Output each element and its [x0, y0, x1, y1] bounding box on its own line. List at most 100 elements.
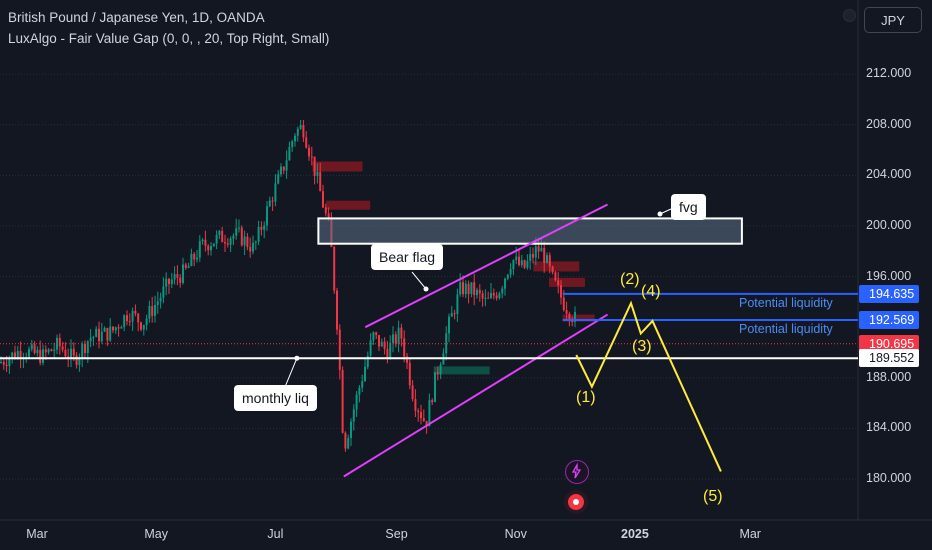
candle-body — [423, 418, 425, 421]
candle-body — [395, 334, 397, 343]
candle-body — [358, 388, 360, 395]
candle-body — [42, 349, 44, 363]
elliott-projection — [576, 303, 721, 471]
lightning-icon[interactable] — [565, 460, 589, 484]
candle-body — [451, 313, 453, 317]
candle-body — [84, 344, 86, 353]
candle-body — [95, 329, 97, 337]
candle-body — [316, 172, 318, 176]
monthly-liq-label: monthly liq — [234, 385, 317, 411]
fvg-box — [549, 278, 585, 287]
candle-body — [171, 279, 173, 284]
candle-body — [31, 344, 33, 349]
candle-body — [291, 141, 293, 147]
candle-body — [311, 156, 313, 157]
status-dot-icon — [843, 9, 856, 22]
candle-body — [529, 254, 531, 261]
candle-body — [207, 246, 209, 251]
candle-body — [101, 332, 103, 342]
candle-body — [490, 293, 492, 298]
candle-body — [126, 315, 128, 321]
candle-body — [347, 438, 349, 449]
candle-body — [269, 201, 271, 207]
x-tick-label: Mar — [739, 527, 761, 541]
candle-body — [148, 306, 150, 318]
candle-body — [400, 328, 402, 339]
grid-lines — [0, 0, 932, 520]
candle-body — [241, 228, 243, 246]
candle-body — [53, 350, 55, 351]
candle-body — [459, 282, 461, 294]
liquidity-label: Potential liquidity — [739, 296, 833, 310]
x-tick-label: May — [144, 527, 168, 541]
candle-body — [286, 160, 288, 170]
record-icon[interactable] — [564, 490, 588, 514]
candle-body — [302, 125, 304, 137]
candle-body — [496, 296, 498, 299]
wave-label-1: (1) — [576, 389, 596, 407]
y-tick-label: 200.000 — [866, 218, 911, 232]
y-tick-label: 180.000 — [866, 471, 911, 485]
candle-body — [129, 321, 131, 322]
candle-body — [8, 359, 10, 367]
candle-body — [308, 148, 310, 157]
candle-body — [372, 332, 374, 340]
candle-body — [437, 372, 439, 374]
candle-body — [507, 275, 509, 279]
candle-body — [255, 242, 257, 243]
candle-body — [260, 227, 262, 230]
candle-body — [504, 279, 506, 289]
candle-body — [168, 279, 170, 284]
candle-body — [34, 344, 36, 353]
candle-body — [283, 167, 285, 171]
candle-body — [445, 333, 447, 353]
candle-body — [98, 329, 100, 341]
candle-body — [210, 246, 212, 250]
candle-body — [140, 322, 142, 329]
candle-body — [115, 327, 117, 330]
bear-flag-lower-line — [344, 315, 608, 477]
candle-body — [448, 317, 450, 334]
candle-body — [482, 293, 484, 298]
candle-body — [224, 242, 226, 243]
candle-body — [563, 298, 565, 310]
candle-body — [280, 167, 282, 175]
candle-body — [230, 239, 232, 245]
candle-body — [123, 315, 125, 327]
candle-body — [462, 282, 464, 294]
candle-body — [246, 237, 248, 247]
candle-body — [160, 298, 162, 302]
candle-body — [538, 246, 540, 251]
candle-body — [398, 328, 400, 344]
candle-body — [353, 409, 355, 421]
record-center-icon — [573, 499, 579, 505]
candle-body — [473, 282, 475, 295]
price-label: 194.635 — [859, 285, 919, 303]
candle-body — [238, 228, 240, 229]
candle-body — [378, 335, 380, 346]
candle-body — [157, 301, 159, 305]
candle-body — [288, 147, 290, 160]
candle-body — [3, 362, 5, 365]
candle-body — [339, 330, 341, 370]
candle-body — [39, 350, 41, 363]
candle-body — [272, 201, 274, 202]
candle-body — [540, 248, 542, 252]
candle-body — [479, 290, 481, 294]
candle-body — [487, 298, 489, 299]
fvg-box — [533, 261, 579, 271]
candle-body — [454, 313, 456, 314]
candle-body — [112, 327, 114, 331]
candle-body — [258, 227, 260, 242]
currency-button[interactable]: JPY — [864, 7, 922, 33]
y-tick-label: 188.000 — [866, 370, 911, 384]
candle-body — [76, 355, 78, 365]
liquidity-label: Potential liquidity — [739, 322, 833, 336]
candle-body — [73, 349, 75, 356]
candle-body — [468, 284, 470, 294]
candle-body — [322, 191, 324, 207]
candle-body — [515, 257, 517, 260]
candle-body — [70, 349, 72, 359]
candle-body — [333, 247, 335, 291]
